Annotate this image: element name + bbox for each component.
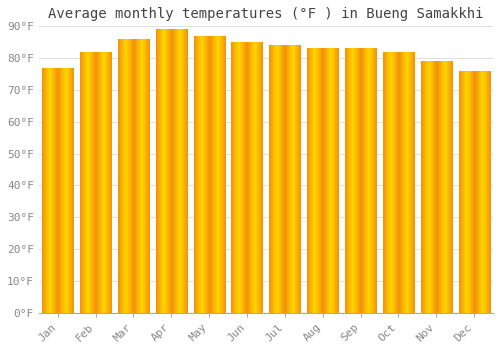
Title: Average monthly temperatures (°F ) in Bueng Samakkhi: Average monthly temperatures (°F ) in Bu… — [48, 7, 484, 21]
